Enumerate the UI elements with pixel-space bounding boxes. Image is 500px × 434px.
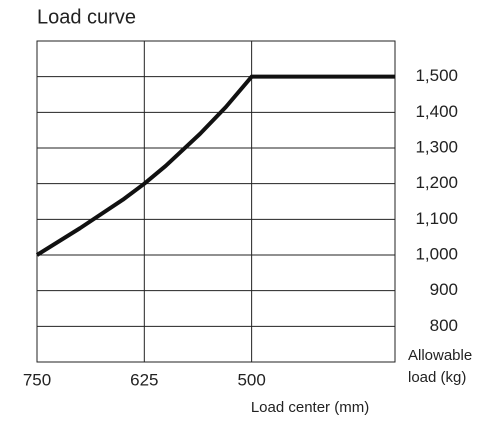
x-axis-label: Load center (mm) <box>251 399 369 416</box>
y-tick-label: 1,300 <box>415 137 458 156</box>
y-tick-label: 1,200 <box>415 173 458 192</box>
y-tick-label: 900 <box>430 280 458 299</box>
plot-frame <box>36 40 396 363</box>
y-tick-label: 1,500 <box>415 66 458 85</box>
x-tick-label: 625 <box>130 370 158 389</box>
y-tick-label: 1,000 <box>415 244 458 263</box>
y-axis-label: Allowable <box>408 347 472 364</box>
x-tick-label: 500 <box>237 370 265 389</box>
y-tick-label: 1,400 <box>415 102 458 121</box>
x-tick-label: 750 <box>23 370 51 389</box>
load-curve <box>35 74 395 257</box>
y-axis-label: load (kg) <box>408 369 466 386</box>
y-tick-label: 800 <box>430 316 458 335</box>
y-tick-label: 1,100 <box>415 209 458 228</box>
chart-title: Load curve <box>37 6 136 28</box>
